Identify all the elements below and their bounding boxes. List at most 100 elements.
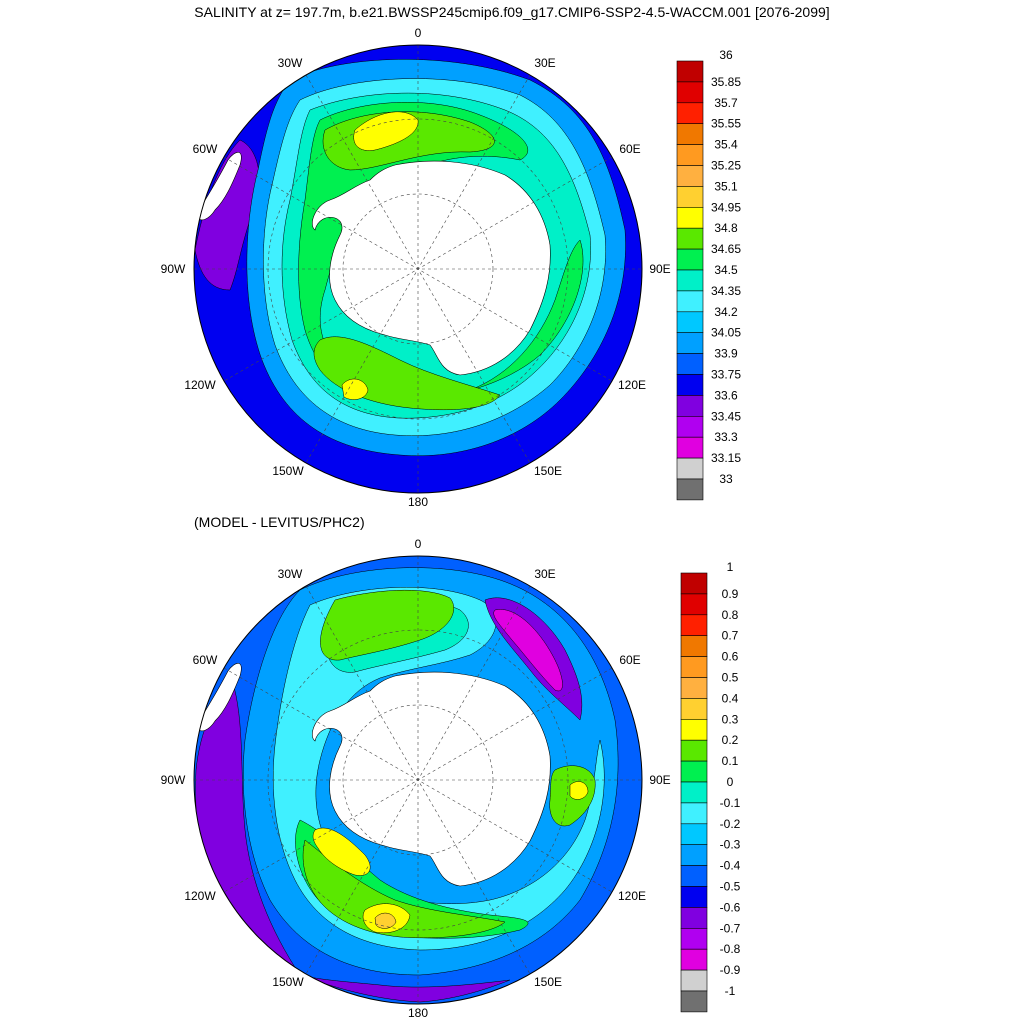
panel-2-contour-0_4 <box>374 912 397 929</box>
colorbar-box-3 <box>680 635 708 657</box>
colorbar-label-0: 1 <box>727 560 734 574</box>
colorbar-label-14: 33.9 <box>714 347 738 361</box>
panel-2-longitude-labels: 0 30E 60E 90E 120E 150E 180 150W 120W 90W 60W 30W <box>161 537 671 1020</box>
colorbar-box-15 <box>680 886 708 908</box>
colorbar-label-17: -0.7 <box>720 921 741 935</box>
panel-2-contour-minus-0_2 <box>272 587 605 951</box>
colorbar-label-1: 35.85 <box>711 75 741 89</box>
colorbar-box-14 <box>676 353 704 375</box>
colorbar-box-6 <box>676 186 704 208</box>
colorbar-box-1 <box>676 81 704 104</box>
figure-title: SALINITY at z= 197.7m, b.e21.BWSSP245cmi… <box>194 4 830 20</box>
colorbar-box-17 <box>680 927 708 950</box>
colorbar-box-10 <box>676 269 704 292</box>
lon-label-south: 180 <box>408 495 428 509</box>
colorbar-box-16 <box>680 907 708 929</box>
colorbar-box-20 <box>676 478 704 501</box>
colorbar-box-9 <box>680 760 708 783</box>
colorbar-label-13: 34.05 <box>711 326 741 340</box>
colorbar-label-11: -0.1 <box>720 796 741 810</box>
colorbar-box-8 <box>676 227 704 250</box>
lon-label-ene: 60E <box>619 142 640 156</box>
colorbar-label-19: -0.9 <box>720 963 741 977</box>
colorbar-box-12 <box>680 823 708 845</box>
lon-label-ssw: 150W <box>272 975 304 989</box>
colorbar-label-17: 33.45 <box>711 409 741 423</box>
lon-label-wsw: 120W <box>184 378 216 392</box>
lon-label-ese: 120E <box>618 378 646 392</box>
panel-2-graticule <box>194 556 642 1004</box>
lon-label-wnw: 60W <box>193 142 218 156</box>
colorbar-label-6: 0.4 <box>722 691 739 705</box>
colorbar-label-12: 34.2 <box>714 305 738 319</box>
panel-1-salinity-map: 0 30E 60E 90E 120E 150E 180 150W 120W 90W 60W 30W 3… <box>161 26 742 509</box>
panel-1-contour-34_8b <box>341 378 369 400</box>
colorbar-box-5 <box>680 677 708 699</box>
lon-label-west: 90W <box>161 773 186 787</box>
lon-label-east: 90E <box>649 773 670 787</box>
colorbar-box-4 <box>680 656 708 678</box>
lon-label-ssw: 150W <box>272 464 304 478</box>
lon-label-north: 0 <box>415 537 422 551</box>
panel-2-contour-0_3c <box>569 781 589 800</box>
lon-label-ene: 60E <box>619 653 640 667</box>
panel-2-contour-0_3 <box>312 827 371 876</box>
lon-label-nne: 30E <box>534 56 555 70</box>
colorbar-box-6 <box>680 698 708 720</box>
panel-2-colorbar: 1 0.9 0.8 0.7 0.6 0.5 0.4 0.3 0.2 0.1 0 -0.1 -0.2 -0.… <box>680 560 741 1013</box>
colorbar-label-19: 33.15 <box>711 451 741 465</box>
colorbar-label-6: 35.1 <box>714 179 738 193</box>
colorbar-label-14: -0.4 <box>720 859 741 873</box>
lon-label-north: 0 <box>415 26 422 40</box>
colorbar-label-10: 34.5 <box>714 263 738 277</box>
lon-label-wsw: 120W <box>184 889 216 903</box>
panel-1-longitude-labels: 0 30E 60E 90E 120E 150E 180 150W 120W 90W 60W 30W <box>161 26 671 509</box>
colorbar-label-18: -0.8 <box>720 942 741 956</box>
colorbar-label-16: -0.6 <box>720 900 741 914</box>
panel-2-low-band-south <box>299 974 511 1003</box>
panel-2-contour-0_2b <box>302 839 506 939</box>
colorbar-label-13: -0.3 <box>720 838 741 852</box>
colorbar-label-20: -1 <box>725 984 736 998</box>
colorbar-label-9: 0.1 <box>722 754 739 768</box>
colorbar-box-8 <box>680 739 708 762</box>
colorbar-label-8: 0.2 <box>722 733 739 747</box>
colorbar-box-13 <box>676 332 704 354</box>
panel-1-south-america-tip <box>195 152 242 221</box>
panel-2-contour-0_2 <box>320 589 454 661</box>
lon-label-south: 180 <box>408 1006 428 1020</box>
lon-label-nnw: 30W <box>278 56 303 70</box>
colorbar-box-10 <box>680 781 708 804</box>
colorbar-box-20 <box>680 990 708 1013</box>
panel-1-antarctica-land <box>311 160 551 376</box>
colorbar-label-8: 34.8 <box>714 221 738 235</box>
colorbar-label-9: 34.65 <box>711 242 741 256</box>
colorbar-box-3 <box>676 123 704 145</box>
colorbar-label-4: 35.4 <box>714 138 738 152</box>
colorbar-label-1: 0.9 <box>722 587 739 601</box>
colorbar-box-13 <box>680 844 708 866</box>
lon-label-sse: 150E <box>534 464 562 478</box>
panel-2-negative-anomaly-east-core <box>493 609 563 692</box>
colorbar-label-20: 33 <box>719 472 733 486</box>
colorbar-box-11 <box>676 290 704 313</box>
colorbar-label-5: 35.25 <box>711 159 741 173</box>
panel-1-graticule <box>194 45 642 493</box>
colorbar-box-0 <box>676 60 704 83</box>
colorbar-box-19 <box>676 457 704 480</box>
colorbar-box-17 <box>676 415 704 438</box>
colorbar-label-7: 34.95 <box>711 200 741 214</box>
colorbar-box-1 <box>680 593 708 616</box>
panel-2-south-america-tip <box>195 663 242 732</box>
colorbar-label-7: 0.3 <box>722 712 739 726</box>
colorbar-label-16: 33.6 <box>714 388 738 402</box>
colorbar-box-7 <box>676 207 704 229</box>
lon-label-east: 90E <box>649 262 670 276</box>
colorbar-box-7 <box>680 718 708 741</box>
colorbar-label-11: 34.35 <box>711 284 741 298</box>
colorbar-label-12: -0.2 <box>720 817 741 831</box>
lon-label-west: 90W <box>161 262 186 276</box>
colorbar-box-0 <box>680 572 708 595</box>
lon-label-ese: 120E <box>618 889 646 903</box>
colorbar-box-2 <box>680 614 708 636</box>
